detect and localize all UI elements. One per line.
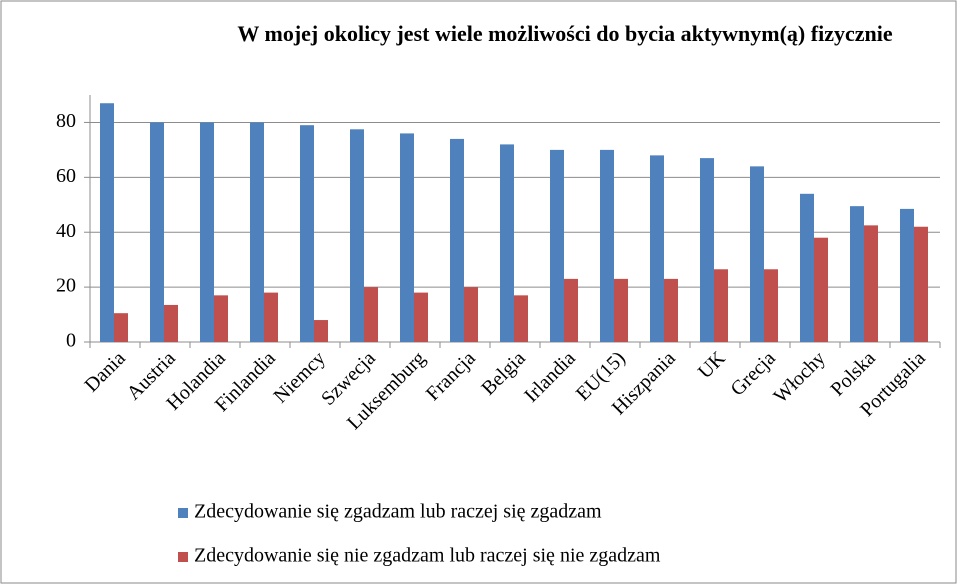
- y-tick-label: 60: [56, 165, 76, 187]
- legend-swatch: [178, 508, 188, 518]
- bar: [400, 133, 414, 342]
- bar: [214, 295, 228, 342]
- legend-label: Zdecydowanie się nie zgadzam lub raczej …: [194, 545, 661, 567]
- bar: [150, 122, 164, 342]
- bar: [500, 144, 514, 342]
- bar: [100, 103, 114, 342]
- bar: [564, 278, 578, 342]
- bar: [364, 287, 378, 342]
- bar: [450, 138, 464, 342]
- chart-title: W mojej okolicy jest wiele możliwości do…: [237, 21, 893, 46]
- bar: [164, 304, 178, 342]
- bar: [800, 193, 814, 342]
- bar: [600, 149, 614, 342]
- bar: [764, 269, 778, 342]
- bar: [650, 155, 664, 342]
- legend-label: Zdecydowanie się zgadzam lub raczej się …: [194, 501, 602, 523]
- bar: [250, 122, 264, 342]
- bar: [350, 129, 364, 342]
- bar: [714, 269, 728, 342]
- bar: [200, 122, 214, 342]
- bar: [550, 149, 564, 342]
- bar: [664, 278, 678, 342]
- bar: [614, 278, 628, 342]
- bar: [314, 320, 328, 342]
- bar: [814, 237, 828, 342]
- bar: [750, 166, 764, 342]
- y-tick-label: 80: [56, 110, 76, 132]
- y-tick-label: 20: [56, 275, 76, 297]
- bar: [464, 287, 478, 342]
- bar: [300, 125, 314, 342]
- bar: [700, 158, 714, 342]
- bar: [864, 225, 878, 342]
- y-tick-label: 40: [56, 220, 76, 242]
- bar: [114, 313, 128, 342]
- legend-swatch: [178, 552, 188, 562]
- bar: [850, 206, 864, 342]
- bar: [514, 295, 528, 342]
- y-tick-label: 0: [66, 330, 76, 352]
- bar: [900, 208, 914, 342]
- bar: [264, 292, 278, 342]
- bar: [914, 226, 928, 342]
- bar: [414, 292, 428, 342]
